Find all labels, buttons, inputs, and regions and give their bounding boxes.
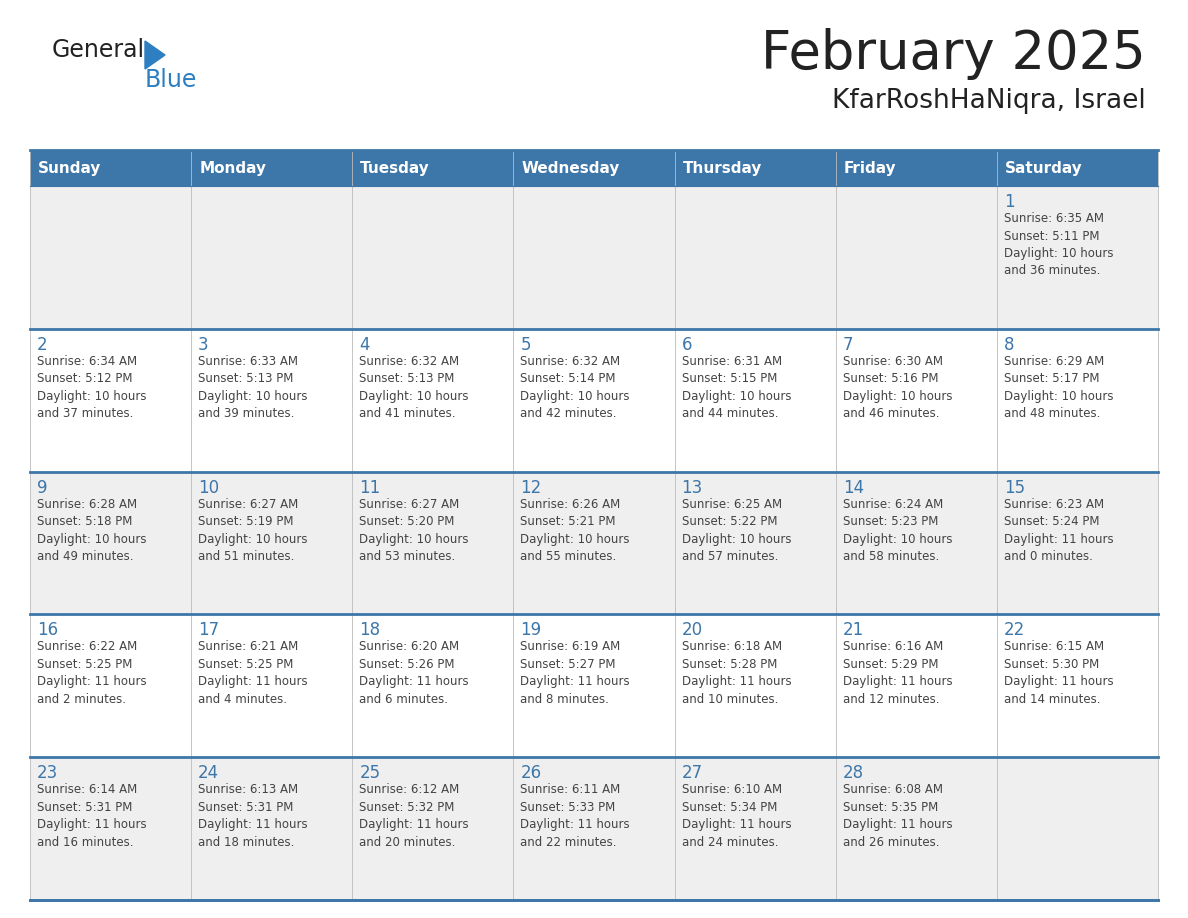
Text: Sunrise: 6:23 AM
Sunset: 5:24 PM
Daylight: 11 hours
and 0 minutes.: Sunrise: 6:23 AM Sunset: 5:24 PM Dayligh… <box>1004 498 1113 563</box>
Text: 21: 21 <box>842 621 864 640</box>
Text: 15: 15 <box>1004 478 1025 497</box>
Text: Sunrise: 6:30 AM
Sunset: 5:16 PM
Daylight: 10 hours
and 46 minutes.: Sunrise: 6:30 AM Sunset: 5:16 PM Dayligh… <box>842 354 953 420</box>
Text: 14: 14 <box>842 478 864 497</box>
Text: 11: 11 <box>359 478 380 497</box>
Text: Sunrise: 6:19 AM
Sunset: 5:27 PM
Daylight: 11 hours
and 8 minutes.: Sunrise: 6:19 AM Sunset: 5:27 PM Dayligh… <box>520 641 630 706</box>
Text: 24: 24 <box>198 764 220 782</box>
Text: Thursday: Thursday <box>683 161 762 175</box>
Text: Sunrise: 6:11 AM
Sunset: 5:33 PM
Daylight: 11 hours
and 22 minutes.: Sunrise: 6:11 AM Sunset: 5:33 PM Dayligh… <box>520 783 630 849</box>
Text: Sunrise: 6:14 AM
Sunset: 5:31 PM
Daylight: 11 hours
and 16 minutes.: Sunrise: 6:14 AM Sunset: 5:31 PM Dayligh… <box>37 783 146 849</box>
Text: Sunrise: 6:18 AM
Sunset: 5:28 PM
Daylight: 11 hours
and 10 minutes.: Sunrise: 6:18 AM Sunset: 5:28 PM Dayligh… <box>682 641 791 706</box>
Polygon shape <box>145 41 165 69</box>
Text: Sunrise: 6:10 AM
Sunset: 5:34 PM
Daylight: 11 hours
and 24 minutes.: Sunrise: 6:10 AM Sunset: 5:34 PM Dayligh… <box>682 783 791 849</box>
Text: General: General <box>52 38 145 62</box>
Text: 23: 23 <box>37 764 58 782</box>
Text: 26: 26 <box>520 764 542 782</box>
Text: Sunrise: 6:08 AM
Sunset: 5:35 PM
Daylight: 11 hours
and 26 minutes.: Sunrise: 6:08 AM Sunset: 5:35 PM Dayligh… <box>842 783 953 849</box>
Text: Sunrise: 6:33 AM
Sunset: 5:13 PM
Daylight: 10 hours
and 39 minutes.: Sunrise: 6:33 AM Sunset: 5:13 PM Dayligh… <box>198 354 308 420</box>
Text: Friday: Friday <box>843 161 896 175</box>
Text: Sunrise: 6:27 AM
Sunset: 5:20 PM
Daylight: 10 hours
and 53 minutes.: Sunrise: 6:27 AM Sunset: 5:20 PM Dayligh… <box>359 498 469 563</box>
Text: Sunrise: 6:21 AM
Sunset: 5:25 PM
Daylight: 11 hours
and 4 minutes.: Sunrise: 6:21 AM Sunset: 5:25 PM Dayligh… <box>198 641 308 706</box>
Text: 25: 25 <box>359 764 380 782</box>
Text: 28: 28 <box>842 764 864 782</box>
Text: 5: 5 <box>520 336 531 353</box>
Text: Saturday: Saturday <box>1005 161 1082 175</box>
Text: 8: 8 <box>1004 336 1015 353</box>
Bar <box>30 472 1158 614</box>
Text: Sunrise: 6:16 AM
Sunset: 5:29 PM
Daylight: 11 hours
and 12 minutes.: Sunrise: 6:16 AM Sunset: 5:29 PM Dayligh… <box>842 641 953 706</box>
Text: 1: 1 <box>1004 193 1015 211</box>
Text: 4: 4 <box>359 336 369 353</box>
Text: Wednesday: Wednesday <box>522 161 620 175</box>
Text: Sunrise: 6:24 AM
Sunset: 5:23 PM
Daylight: 10 hours
and 58 minutes.: Sunrise: 6:24 AM Sunset: 5:23 PM Dayligh… <box>842 498 953 563</box>
Text: 2: 2 <box>37 336 48 353</box>
Text: 9: 9 <box>37 478 48 497</box>
Text: Sunrise: 6:32 AM
Sunset: 5:14 PM
Daylight: 10 hours
and 42 minutes.: Sunrise: 6:32 AM Sunset: 5:14 PM Dayligh… <box>520 354 630 420</box>
Text: Sunrise: 6:32 AM
Sunset: 5:13 PM
Daylight: 10 hours
and 41 minutes.: Sunrise: 6:32 AM Sunset: 5:13 PM Dayligh… <box>359 354 469 420</box>
Bar <box>30 757 1158 900</box>
Text: Sunrise: 6:20 AM
Sunset: 5:26 PM
Daylight: 11 hours
and 6 minutes.: Sunrise: 6:20 AM Sunset: 5:26 PM Dayligh… <box>359 641 469 706</box>
Text: 7: 7 <box>842 336 853 353</box>
Text: Sunrise: 6:29 AM
Sunset: 5:17 PM
Daylight: 10 hours
and 48 minutes.: Sunrise: 6:29 AM Sunset: 5:17 PM Dayligh… <box>1004 354 1113 420</box>
Text: Monday: Monday <box>200 161 266 175</box>
Bar <box>30 150 1158 186</box>
Text: Sunrise: 6:15 AM
Sunset: 5:30 PM
Daylight: 11 hours
and 14 minutes.: Sunrise: 6:15 AM Sunset: 5:30 PM Dayligh… <box>1004 641 1113 706</box>
Text: Blue: Blue <box>145 68 197 92</box>
Text: 3: 3 <box>198 336 209 353</box>
Text: Tuesday: Tuesday <box>360 161 430 175</box>
Text: Sunrise: 6:12 AM
Sunset: 5:32 PM
Daylight: 11 hours
and 20 minutes.: Sunrise: 6:12 AM Sunset: 5:32 PM Dayligh… <box>359 783 469 849</box>
Text: Sunrise: 6:28 AM
Sunset: 5:18 PM
Daylight: 10 hours
and 49 minutes.: Sunrise: 6:28 AM Sunset: 5:18 PM Dayligh… <box>37 498 146 563</box>
Text: Sunrise: 6:22 AM
Sunset: 5:25 PM
Daylight: 11 hours
and 2 minutes.: Sunrise: 6:22 AM Sunset: 5:25 PM Dayligh… <box>37 641 146 706</box>
Text: 10: 10 <box>198 478 220 497</box>
Text: KfarRoshHaNiqra, Israel: KfarRoshHaNiqra, Israel <box>833 88 1146 114</box>
Text: 16: 16 <box>37 621 58 640</box>
Text: 13: 13 <box>682 478 703 497</box>
Text: Sunrise: 6:13 AM
Sunset: 5:31 PM
Daylight: 11 hours
and 18 minutes.: Sunrise: 6:13 AM Sunset: 5:31 PM Dayligh… <box>198 783 308 849</box>
Bar <box>30 614 1158 757</box>
Text: 20: 20 <box>682 621 702 640</box>
Text: Sunrise: 6:35 AM
Sunset: 5:11 PM
Daylight: 10 hours
and 36 minutes.: Sunrise: 6:35 AM Sunset: 5:11 PM Dayligh… <box>1004 212 1113 277</box>
Text: Sunrise: 6:31 AM
Sunset: 5:15 PM
Daylight: 10 hours
and 44 minutes.: Sunrise: 6:31 AM Sunset: 5:15 PM Dayligh… <box>682 354 791 420</box>
Text: Sunday: Sunday <box>38 161 101 175</box>
Text: 18: 18 <box>359 621 380 640</box>
Text: Sunrise: 6:25 AM
Sunset: 5:22 PM
Daylight: 10 hours
and 57 minutes.: Sunrise: 6:25 AM Sunset: 5:22 PM Dayligh… <box>682 498 791 563</box>
Text: 6: 6 <box>682 336 693 353</box>
Text: 12: 12 <box>520 478 542 497</box>
Text: 27: 27 <box>682 764 702 782</box>
Text: 17: 17 <box>198 621 220 640</box>
Text: February 2025: February 2025 <box>762 28 1146 80</box>
Text: 19: 19 <box>520 621 542 640</box>
Text: Sunrise: 6:26 AM
Sunset: 5:21 PM
Daylight: 10 hours
and 55 minutes.: Sunrise: 6:26 AM Sunset: 5:21 PM Dayligh… <box>520 498 630 563</box>
Text: 22: 22 <box>1004 621 1025 640</box>
Bar <box>30 186 1158 329</box>
Text: Sunrise: 6:34 AM
Sunset: 5:12 PM
Daylight: 10 hours
and 37 minutes.: Sunrise: 6:34 AM Sunset: 5:12 PM Dayligh… <box>37 354 146 420</box>
Text: Sunrise: 6:27 AM
Sunset: 5:19 PM
Daylight: 10 hours
and 51 minutes.: Sunrise: 6:27 AM Sunset: 5:19 PM Dayligh… <box>198 498 308 563</box>
Bar <box>30 329 1158 472</box>
